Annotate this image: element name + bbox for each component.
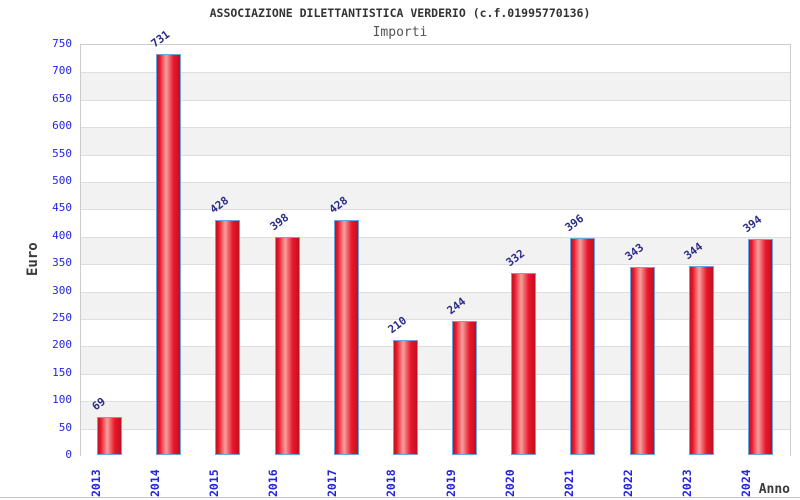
- y-tick-label: 750: [52, 37, 72, 50]
- bar-2017: [333, 220, 359, 455]
- bar-2018: [392, 339, 418, 455]
- y-tick-label: 650: [52, 91, 72, 105]
- plot-band: [81, 127, 790, 155]
- x-tick-label: 2022: [621, 469, 636, 497]
- plot-band: [81, 264, 790, 292]
- bar-2019: [452, 321, 478, 455]
- plot-band: [81, 291, 790, 319]
- bar-2013: [97, 417, 123, 455]
- y-tick-label: 100: [52, 393, 72, 407]
- y-tick-label: 0: [65, 448, 72, 461]
- y-tick-label: 450: [52, 201, 72, 215]
- y-tick-label: 300: [52, 283, 72, 297]
- gridline: [81, 373, 790, 375]
- y-tick-label: 50: [58, 420, 72, 434]
- y-tick-label: 550: [52, 146, 72, 160]
- x-tick-label: 2021: [561, 469, 576, 497]
- x-tick-label: 2014: [147, 469, 162, 497]
- y-tick-label: 500: [52, 174, 72, 187]
- plot-band: [81, 319, 790, 347]
- gridline: [81, 264, 790, 266]
- y-tick-label: 250: [52, 311, 72, 324]
- bottom-border-line: [0, 497, 800, 498]
- bar-2024: [747, 239, 773, 455]
- plot-band: [81, 373, 790, 402]
- plot-band: [81, 72, 790, 100]
- gridline: [81, 291, 790, 293]
- y-tick-label: 600: [52, 119, 72, 133]
- plot-band: [81, 45, 790, 73]
- bar-2021: [570, 237, 596, 455]
- x-tick-label: 2016: [266, 469, 281, 497]
- bar-2016: [274, 236, 300, 455]
- gridline: [81, 401, 790, 403]
- x-tick-label: 2013: [88, 469, 103, 497]
- bar-2015: [215, 220, 241, 455]
- y-tick-label: 400: [52, 228, 72, 242]
- y-tick-label: 150: [52, 365, 72, 379]
- plot-band: [81, 209, 790, 237]
- plot-band: [81, 401, 790, 429]
- bar-2020: [511, 273, 537, 455]
- plot-area: [80, 44, 791, 456]
- y-tick-label: 700: [52, 64, 72, 78]
- y-tick-label: 350: [52, 256, 72, 270]
- bar-2022: [629, 267, 655, 455]
- plot-band: [81, 236, 790, 265]
- x-tick-label: 2023: [680, 469, 695, 497]
- gridline: [81, 319, 790, 320]
- gridline: [81, 72, 790, 74]
- y-tick-label: 200: [52, 338, 72, 352]
- plot-band: [81, 346, 790, 374]
- x-tick-label: 2020: [502, 469, 517, 497]
- plot-band: [81, 182, 790, 210]
- x-tick-label: 2019: [443, 469, 458, 497]
- bar-2014: [156, 54, 182, 455]
- plot-band: [81, 154, 790, 182]
- plot-band: [81, 428, 790, 456]
- gridline: [81, 182, 790, 183]
- gridline: [81, 209, 790, 211]
- gridline: [81, 346, 790, 348]
- gridline: [81, 236, 790, 238]
- plot-band: [81, 99, 790, 128]
- gridline: [81, 428, 790, 430]
- x-tick-label: 2017: [325, 469, 340, 497]
- chart-subtitle: Importi: [372, 25, 428, 40]
- x-axis-title: Anno: [758, 482, 790, 497]
- x-tick-label: 2018: [384, 469, 399, 497]
- x-tick-label: 2015: [206, 469, 221, 497]
- chart-title: ASSOCIAZIONE DILETTANTISTICA VERDERIO (c…: [209, 6, 591, 20]
- y-axis-title: Euro: [25, 242, 41, 276]
- gridline: [81, 127, 790, 129]
- gridline: [81, 99, 790, 101]
- gridline: [81, 154, 790, 156]
- bar-2023: [688, 266, 714, 455]
